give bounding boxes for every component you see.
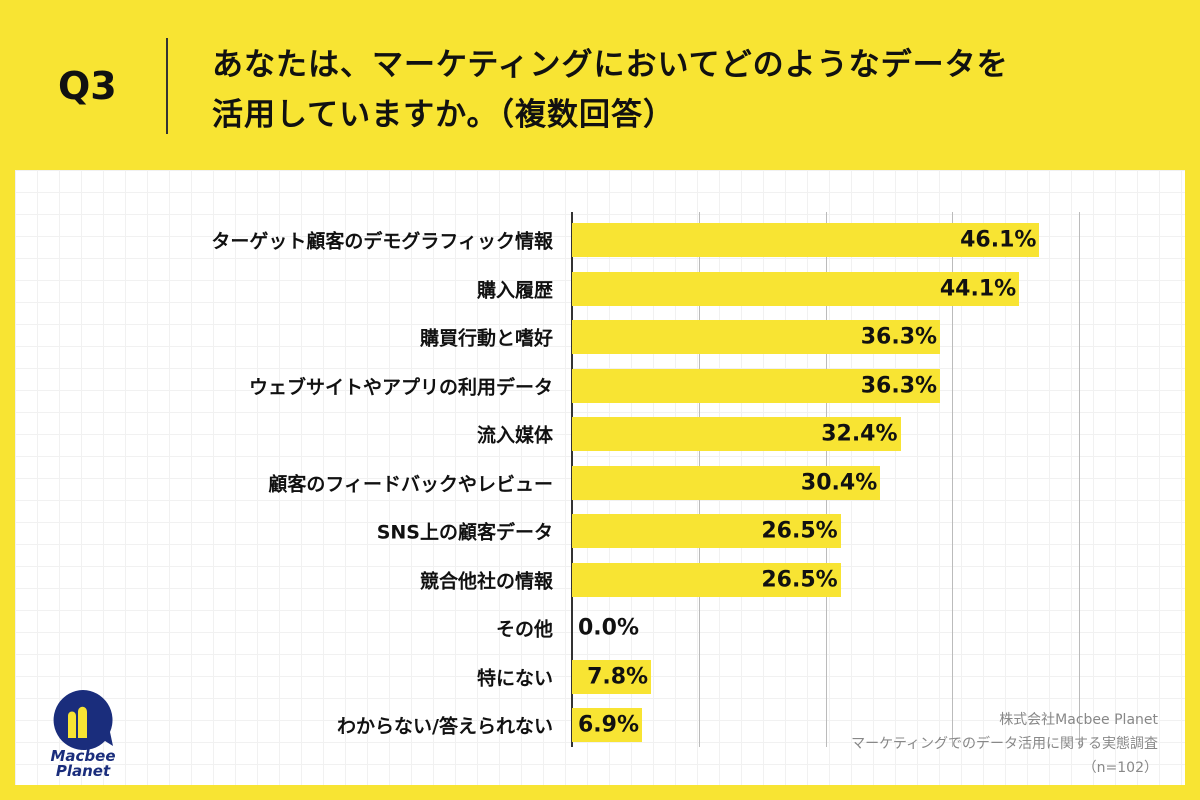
value-label: 32.4% [821,421,898,447]
header-divider [166,38,168,134]
title-line-2: 活用していますか。（複数回答） [212,97,675,133]
value-label: 26.5% [761,567,838,592]
sample-size: （n=102） [1082,760,1158,776]
value-label: 44.1% [939,276,1017,301]
bar [572,417,901,451]
bar [572,708,642,742]
page-title: あなたは、マーケティングにおいてどのようなデータを 活用していますか。（複数回答… [212,40,1009,140]
category-label: SNS上の顧客データ [376,521,553,544]
gridline [952,212,954,747]
category-label: 特にない [476,667,553,689]
value-label: 30.4% [800,470,878,495]
macbee-planet-logo: Macbee Planet [50,690,116,778]
value-label: 7.8% [587,664,649,689]
bar [572,514,841,548]
value-label: 0.0% [577,615,639,641]
value-label: 46.1% [960,227,1037,253]
category-label: ターゲット顧客のデモグラフィック情報 [211,230,553,253]
survey-name: マーケティングでのデータ活用に関する実態調査 [851,736,1158,752]
bar [572,368,941,403]
bar [572,562,841,597]
value-label: 6.9% [577,712,639,738]
gridline [1079,212,1080,747]
category-label: 顧客のフィードバックやレビュー [268,473,553,495]
bar [572,271,1020,306]
title-line-1: あなたは、マーケティングにおいてどのようなデータを [212,47,1009,83]
value-label: 36.3% [860,373,938,398]
company-name: 株式会社Macbee Planet [999,712,1158,728]
category-label: 購入履歴 [476,279,553,301]
bar [572,465,881,500]
svg-text:Macbee: Macbee [50,747,115,765]
bar [572,659,652,694]
bar [572,223,1040,257]
category-label: 流入媒体 [476,424,553,447]
svg-text:Planet: Planet [56,762,111,778]
category-label: 競合他社の情報 [419,570,553,592]
bar [572,320,941,354]
footer-source: 株式会社Macbee Planet マーケティングでのデータ活用に関する実態調査… [851,708,1158,780]
category-label: ウェブサイトやアプリの利用データ [248,376,553,398]
value-label: 36.3% [860,324,938,350]
category-label: その他 [495,618,553,641]
value-label: 26.5% [761,518,838,544]
question-number: Q3 [58,64,117,108]
category-label: 購買行動と嗜好 [419,327,553,350]
category-label: わからない/答えられない [337,715,553,738]
